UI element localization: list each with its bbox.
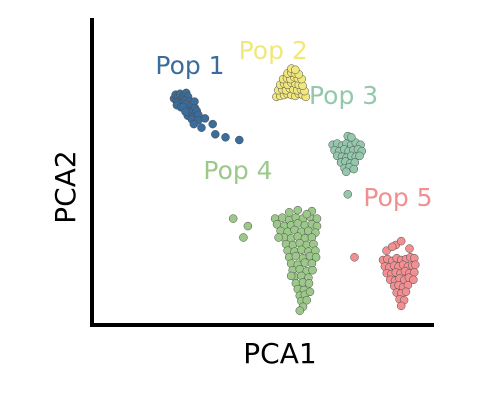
pop-1-point [235, 135, 244, 145]
pop-3-point [341, 167, 351, 177]
pop-4-point [284, 208, 294, 217]
pop-1-point [181, 107, 190, 117]
pop-4-point [291, 251, 301, 261]
pop-3-point [343, 190, 353, 199]
pop-4-point [302, 295, 312, 305]
pop-1-point [200, 114, 210, 123]
pop-1-point [211, 130, 220, 139]
pop-4-point [277, 213, 287, 222]
x-axis-label: PCA1 [243, 337, 316, 370]
pop-3-label: Pop 3 [309, 81, 378, 110]
pop-4-point [293, 205, 303, 215]
pop-3-point [347, 133, 356, 142]
pop-5-point [409, 275, 418, 285]
pop-1-point [197, 123, 206, 132]
pop-5-point [396, 236, 406, 246]
pop-5-point [350, 253, 359, 262]
pop-1-point [189, 119, 199, 129]
pop-2-point [291, 65, 300, 75]
pop-4-point [305, 287, 315, 297]
pop-3-point [349, 164, 359, 174]
pop-4-point [239, 233, 248, 242]
pop-5-point [401, 287, 411, 297]
pop-4-point [308, 265, 317, 275]
pop-4-label: Pop 4 [203, 156, 272, 185]
pop-3-point [355, 151, 364, 161]
pop-4-point [297, 245, 306, 255]
pop-4-point [274, 233, 283, 242]
pop-4-point [295, 306, 305, 315]
pop-4-point [243, 221, 253, 231]
y-axis-label: PCA2 [49, 150, 82, 223]
pop-4-point [304, 279, 314, 288]
pop-5-point [411, 260, 420, 270]
data-points [169, 64, 420, 315]
pop-2-label: Pop 2 [239, 36, 308, 65]
pop-5-point [396, 301, 406, 311]
pop-4-point [228, 214, 238, 223]
pop-1-label: Pop 1 [155, 51, 224, 80]
pop-1-point [208, 119, 217, 129]
pop-5-label: Pop 5 [363, 183, 432, 212]
pop-5-point [405, 244, 414, 253]
pop-4-point [302, 209, 312, 219]
pop-4-point [286, 271, 296, 281]
pop-5-point [387, 242, 397, 252]
pop-4-point [311, 253, 321, 262]
pop-4-point [300, 258, 310, 267]
pop-1-point [221, 133, 230, 142]
